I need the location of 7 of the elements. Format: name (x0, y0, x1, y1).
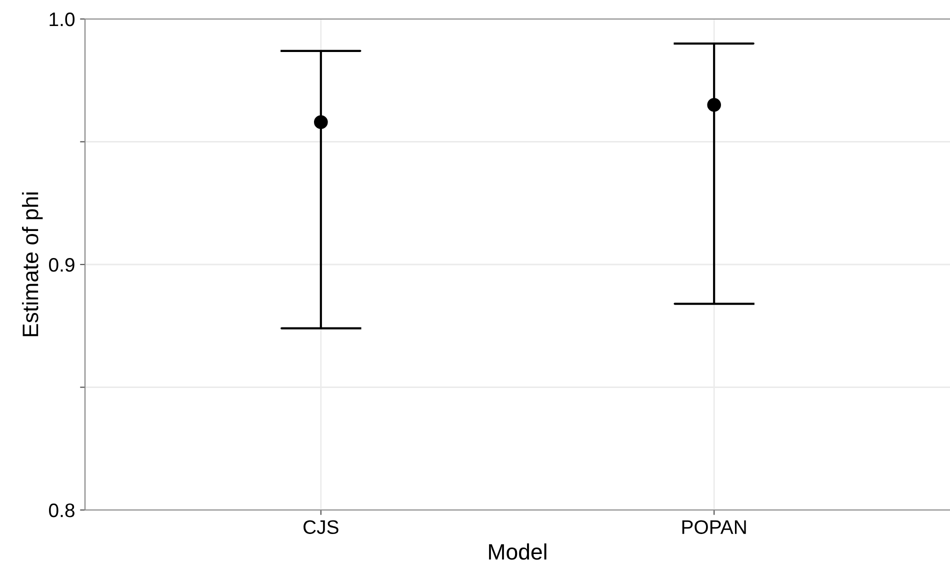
y-axis-title: Estimate of phi (22, 192, 43, 336)
y-tick-label: 0.9 (49, 258, 74, 272)
y-tick-label: 1.0 (50, 12, 75, 26)
y-tick-label: 0.8 (49, 503, 74, 518)
x-tick-label: CJS (304, 520, 338, 534)
x-tick-label: POPAN (682, 520, 746, 534)
x-axis-title: Model (489, 543, 546, 560)
